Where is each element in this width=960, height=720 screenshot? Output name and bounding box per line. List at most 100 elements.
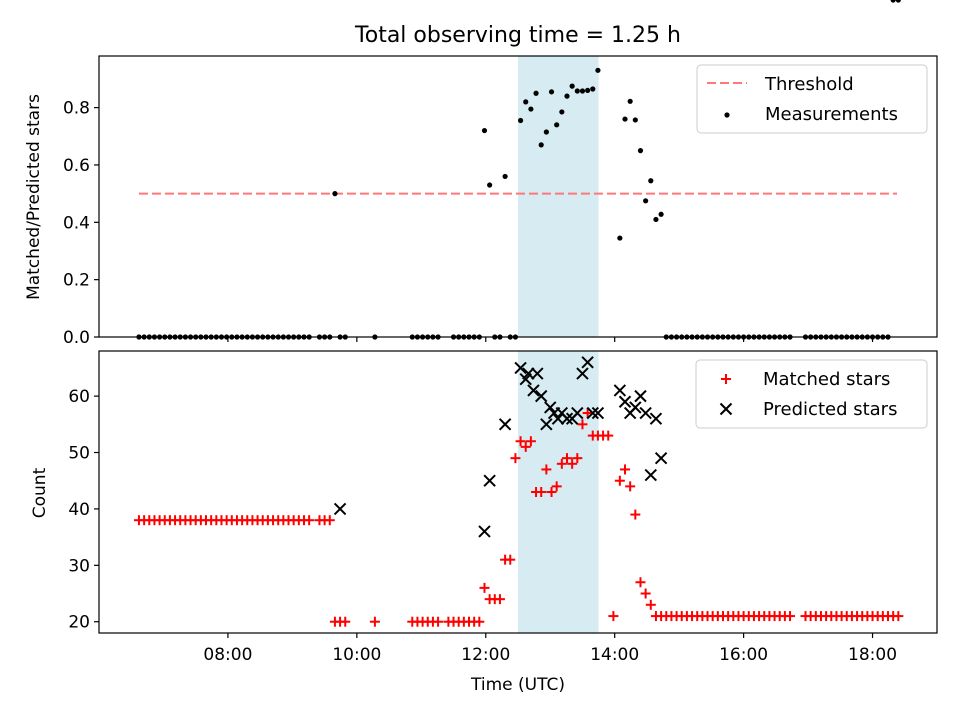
matched-star-point [479,582,490,593]
predicted-star-point [498,418,512,431]
matched-star-point [369,616,380,627]
legend-predicted-marker [719,402,733,416]
matched-star-point [324,515,335,526]
measurement-point [569,83,575,89]
measurement-point [554,122,560,128]
measurement-point [502,173,508,180]
predicted-star-point [654,451,668,465]
legend-predicted-label: Predicted stars [763,399,897,420]
bottom-legend: Matched stars Predicted stars [695,359,928,429]
x-tick-label: 08:00 [203,645,252,665]
matched-star-point [515,436,526,447]
matched-star-point [640,588,651,599]
legend-predicted-swatch [719,402,733,416]
legend-matched-swatch [721,374,731,384]
matched-star-point [614,475,625,486]
bottom-marks [133,356,904,627]
matched-star-point [785,611,796,622]
bottom-y-tick-label: 30 [68,556,90,576]
measurement-point [632,117,638,123]
matched-star-point [608,611,619,622]
measurement-point [528,106,534,112]
matched-star-point [582,408,593,419]
predicted-star-point [483,474,496,487]
measurement-point [595,67,601,73]
predicted-star-point [644,468,657,482]
bottom-x-ticks: 08:00 10:00 12:00 14:00 16:00 18:00 [203,633,897,665]
x-axis-label: Time (UTC) [470,675,565,695]
top-y-ticks: 0.0 0.2 0.4 0.6 0.8 [63,99,99,348]
matched-star-point [505,554,516,565]
predicted-star-point [581,356,594,369]
matched-star-point [541,464,552,475]
measurement-point [548,89,555,95]
predicted-star-point [333,502,347,516]
matched-star-point [561,453,572,464]
bottom-y-tick-label: 40 [68,500,90,520]
predicted-star-point [634,389,647,403]
measurement-point [622,116,628,122]
bottom-panel: 20 30 40 50 60 08:00 10:00 12:00 14:00 16:00 18:0… [30,350,938,695]
matched-star-point [494,594,505,605]
chart-title: Total observing time = 1.25 h [354,23,681,48]
measurement-point [890,0,896,3]
matched-star-point [620,464,631,475]
matched-star-point [340,616,351,627]
legend-measurements-label: Measurements [765,104,898,125]
measurement-point [658,211,664,217]
predicted-star-point [544,401,557,414]
matched-star-point [556,458,567,469]
matched-star-point [433,616,444,627]
measurement-point [895,0,901,3]
top-highlight-span [518,56,599,337]
bottom-y-tick-label: 60 [68,387,90,407]
measurement-point [487,182,493,188]
matched-star-point [551,481,562,492]
predicted-star-point [531,367,544,380]
matched-star-point [625,481,636,492]
measurement-point [481,127,488,134]
predicted-star-point [649,412,663,425]
matched-star-point [630,509,641,520]
predicted-star-point [639,406,652,420]
x-tick-label: 18:00 [848,645,897,665]
measurement-point [617,235,623,241]
matched-star-point [635,577,646,588]
matched-star-point [893,611,904,622]
matched-star-point [603,430,614,441]
measurement-point [543,129,549,135]
predicted-star-point [618,395,632,408]
matched-star-point [546,487,557,497]
matched-star-point [567,458,578,469]
measurement-point [538,142,544,148]
top-legend-box [696,64,928,134]
predicted-star-point [478,525,491,538]
x-tick-label: 12:00 [461,645,510,665]
bottom-y-axis-label: Count [30,467,50,518]
measurement-point [559,109,565,115]
predicted-star-point [613,384,627,397]
bottom-y-tick-label: 50 [68,444,90,464]
bottom-y-ticks: 20 30 40 50 60 [68,387,99,633]
predicted-star-point [534,389,548,403]
top-legend: Threshold Measurements [696,64,928,134]
legend-threshold-label: Threshold [764,74,854,95]
measurement-point [564,93,570,99]
measurement-point [643,198,649,204]
predicted-star-point [540,418,553,431]
predicted-star-point [629,401,642,414]
legend-matched-label: Matched stars [763,369,890,390]
measurement-point [590,86,596,92]
measurement-point [627,98,633,104]
bottom-y-tick-label: 20 [68,613,90,633]
predicted-star-point [514,361,527,375]
top-y-tick-label: 0.6 [63,156,90,176]
measurement-point [574,88,580,94]
predicted-star-point [576,367,589,380]
predicted-star-point [586,406,599,420]
predicted-star-point [571,406,584,420]
measurement-point [523,99,529,105]
matched-star-point [645,599,656,610]
measurement-point [517,117,524,124]
